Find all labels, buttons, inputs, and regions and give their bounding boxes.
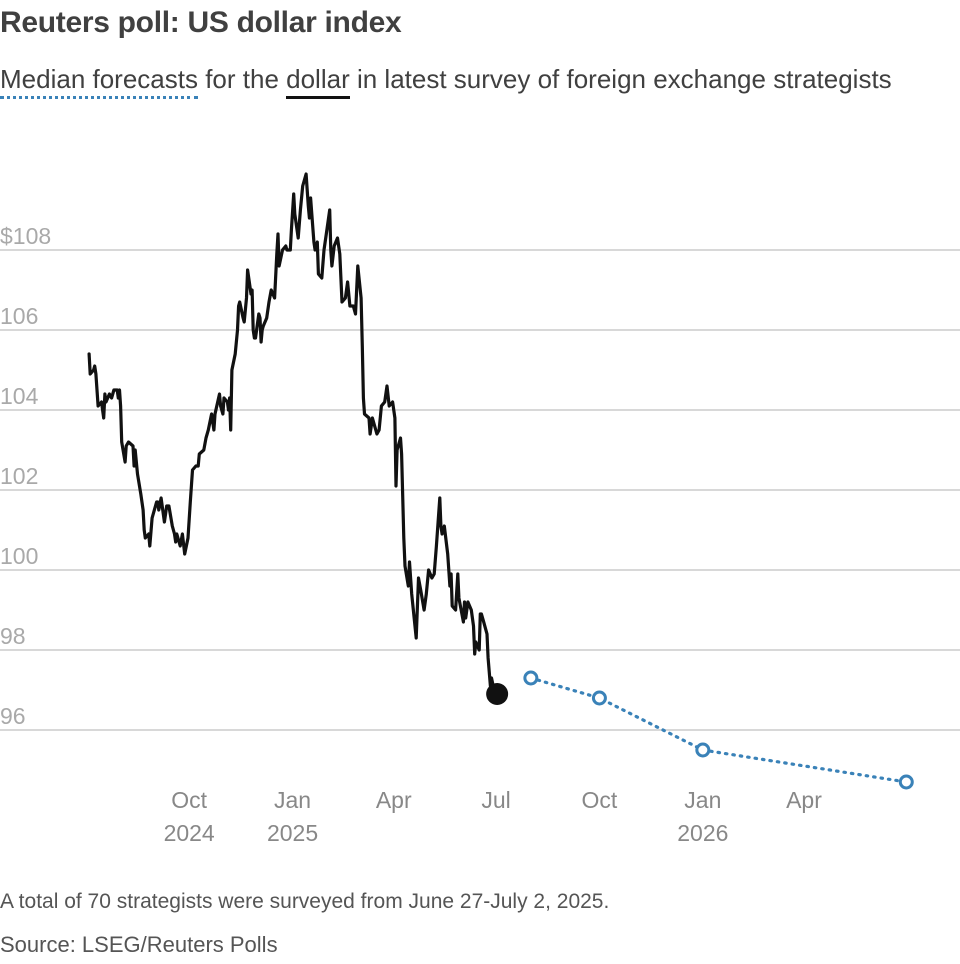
series-line-dollar: [87, 172, 499, 696]
y-tick-label-96: 96: [0, 703, 26, 729]
x-tick-label-5: Jan: [684, 787, 721, 813]
y-tick-label-106: 106: [0, 303, 38, 329]
latest-dollar-point: [486, 683, 509, 705]
series-line-median-forecasts: [529, 676, 908, 784]
subtitle-post: in latest survey of foreign exchange str…: [349, 64, 892, 94]
x-tick-label-1: Jan: [274, 787, 311, 813]
chart-subtitle: Median forecasts for the dollar in lates…: [0, 58, 900, 100]
x-tick-label-2: Apr: [376, 787, 412, 813]
survey-note: A total of 70 strategists were surveyed …: [0, 890, 610, 913]
dollar-index-chart: 96 98 100 102 104 106 $108 Oct 2024 Jan 2025 Apr Jul…: [0, 172, 960, 846]
y-tick-label-102: 102: [0, 463, 38, 489]
x-tick-label-6: Apr: [786, 787, 822, 813]
y-tick-label-108: $108: [0, 223, 51, 249]
legend-dollar: dollar: [286, 64, 350, 99]
legend-median-forecasts: Median forecasts: [0, 64, 198, 99]
x-tick-sublabel-0: 2024: [164, 820, 215, 846]
x-tick-label-3: Jul: [481, 787, 510, 813]
y-tick-label-100: 100: [0, 543, 38, 569]
forecast-point-1: [591, 690, 607, 706]
chart-title: Reuters poll: US dollar index: [0, 6, 402, 39]
forecast-point-3: [898, 774, 914, 790]
x-tick-sublabel-5: 2026: [677, 820, 728, 846]
forecast-point-2: [695, 742, 711, 758]
source-note: Source: LSEG/Reuters Polls: [0, 932, 278, 957]
x-tick-label-0: Oct: [171, 787, 207, 813]
y-tick-label-98: 98: [0, 623, 26, 649]
x-tick-label-4: Oct: [582, 787, 618, 813]
forecast-point-0: [523, 670, 539, 686]
subtitle-mid: for the: [197, 64, 287, 94]
x-tick-sublabel-1: 2025: [267, 820, 318, 846]
y-tick-label-104: 104: [0, 383, 39, 409]
